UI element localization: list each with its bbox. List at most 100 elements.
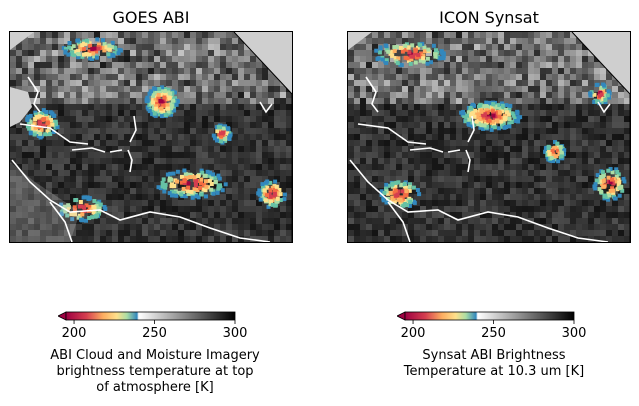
imagery-cold-cloud	[595, 82, 600, 87]
imagery-cell	[58, 206, 64, 212]
imagery-cell	[516, 146, 522, 152]
imagery-cell	[426, 176, 432, 182]
imagery-cell	[360, 182, 366, 188]
imagery-cell	[498, 152, 504, 158]
imagery-cell	[70, 32, 76, 38]
imagery-cell	[528, 188, 534, 194]
imagery-cell	[558, 110, 564, 116]
imagery-cell	[444, 176, 450, 182]
imagery-cell	[88, 122, 94, 128]
imagery-cold-cloud	[277, 188, 282, 192]
imagery-cell	[540, 56, 546, 62]
imagery-cell	[372, 110, 378, 116]
imagery-cell	[444, 56, 450, 62]
imagery-cell	[522, 56, 528, 62]
imagery-cell	[106, 206, 112, 212]
imagery-cell	[414, 164, 420, 170]
imagery-cell	[226, 140, 232, 146]
panel-title-icon: ICON Synsat	[439, 8, 539, 27]
imagery-cell	[606, 200, 612, 206]
imagery-cell	[600, 122, 606, 128]
imagery-cold-cloud	[394, 45, 399, 49]
imagery-cell	[546, 128, 552, 134]
imagery-cell	[88, 152, 94, 158]
imagery-cell	[540, 218, 546, 224]
imagery-cell	[486, 164, 492, 170]
imagery-cold-cloud	[500, 124, 505, 129]
imagery-cold-cloud	[507, 110, 511, 115]
imagery-cold-cloud	[378, 45, 383, 50]
imagery-cell	[100, 86, 106, 92]
imagery-cell	[408, 80, 414, 86]
imagery-cell	[474, 92, 480, 98]
imagery-cell	[226, 98, 232, 104]
imagery-cell	[58, 80, 64, 86]
imagery-cell	[438, 62, 444, 68]
imagery-cell	[64, 80, 70, 86]
imagery-cell	[594, 212, 600, 218]
imagery-cold-cloud	[74, 49, 79, 54]
imagery-cell	[468, 80, 474, 86]
imagery-cell	[438, 176, 444, 182]
imagery-cell	[420, 194, 426, 200]
imagery-cell	[510, 62, 516, 68]
imagery-cell	[142, 224, 148, 230]
imagery-cell	[606, 224, 612, 230]
imagery-cell	[396, 122, 402, 128]
imagery-cell	[286, 236, 292, 242]
imagery-cell	[474, 44, 480, 50]
imagery-cell	[564, 134, 570, 140]
imagery-cell	[552, 122, 558, 128]
imagery-cell	[510, 212, 516, 218]
imagery-cell	[40, 44, 46, 50]
imagery-cell	[420, 38, 426, 44]
imagery-cell	[444, 50, 450, 56]
imagery-cell	[64, 86, 70, 92]
imagery-cell	[196, 152, 202, 158]
imagery-cell	[220, 116, 226, 122]
imagery-cell	[354, 146, 360, 152]
imagery-cell	[540, 98, 546, 104]
imagery-cell	[552, 44, 558, 50]
imagery-cell	[250, 68, 256, 74]
imagery-cold-cloud	[492, 125, 497, 130]
imagery-cell	[172, 38, 178, 44]
imagery-cell	[226, 116, 232, 122]
imagery-cell	[420, 212, 426, 218]
imagery-cell	[34, 74, 40, 80]
imagery-cell	[34, 158, 40, 164]
imagery-cell	[16, 86, 22, 92]
imagery-cold-cloud	[416, 52, 421, 57]
imagery-cell	[10, 170, 16, 176]
imagery-cold-cloud	[376, 56, 381, 61]
imagery-cell	[190, 224, 196, 230]
imagery-cold-cloud	[597, 180, 602, 185]
imagery-cell	[46, 170, 52, 176]
imagery-cold-cloud	[263, 198, 268, 203]
imagery-cell	[378, 134, 384, 140]
imagery-cell	[396, 236, 402, 242]
imagery-cell	[426, 110, 432, 116]
imagery-cell	[118, 104, 124, 110]
colorbar-tick-label: 300	[222, 326, 248, 341]
imagery-cell	[46, 38, 52, 44]
imagery-cell	[46, 44, 52, 50]
imagery-cell	[106, 200, 112, 206]
imagery-cell	[594, 206, 600, 212]
imagery-cell	[606, 86, 612, 92]
imagery-cell	[274, 158, 280, 164]
imagery-cell	[136, 62, 142, 68]
imagery-cold-cloud	[600, 170, 605, 175]
imagery-cell	[124, 146, 130, 152]
imagery-cold-cloud	[273, 203, 278, 208]
imagery-cell	[184, 134, 190, 140]
imagery-cell	[612, 146, 618, 152]
imagery-cell	[528, 38, 534, 44]
imagery-cell	[178, 236, 184, 242]
imagery-cell	[396, 32, 402, 38]
imagery-cell	[106, 236, 112, 242]
imagery-cell	[118, 110, 124, 116]
imagery-cell	[46, 200, 52, 206]
imagery-cell	[202, 122, 208, 128]
imagery-cell	[178, 170, 184, 176]
